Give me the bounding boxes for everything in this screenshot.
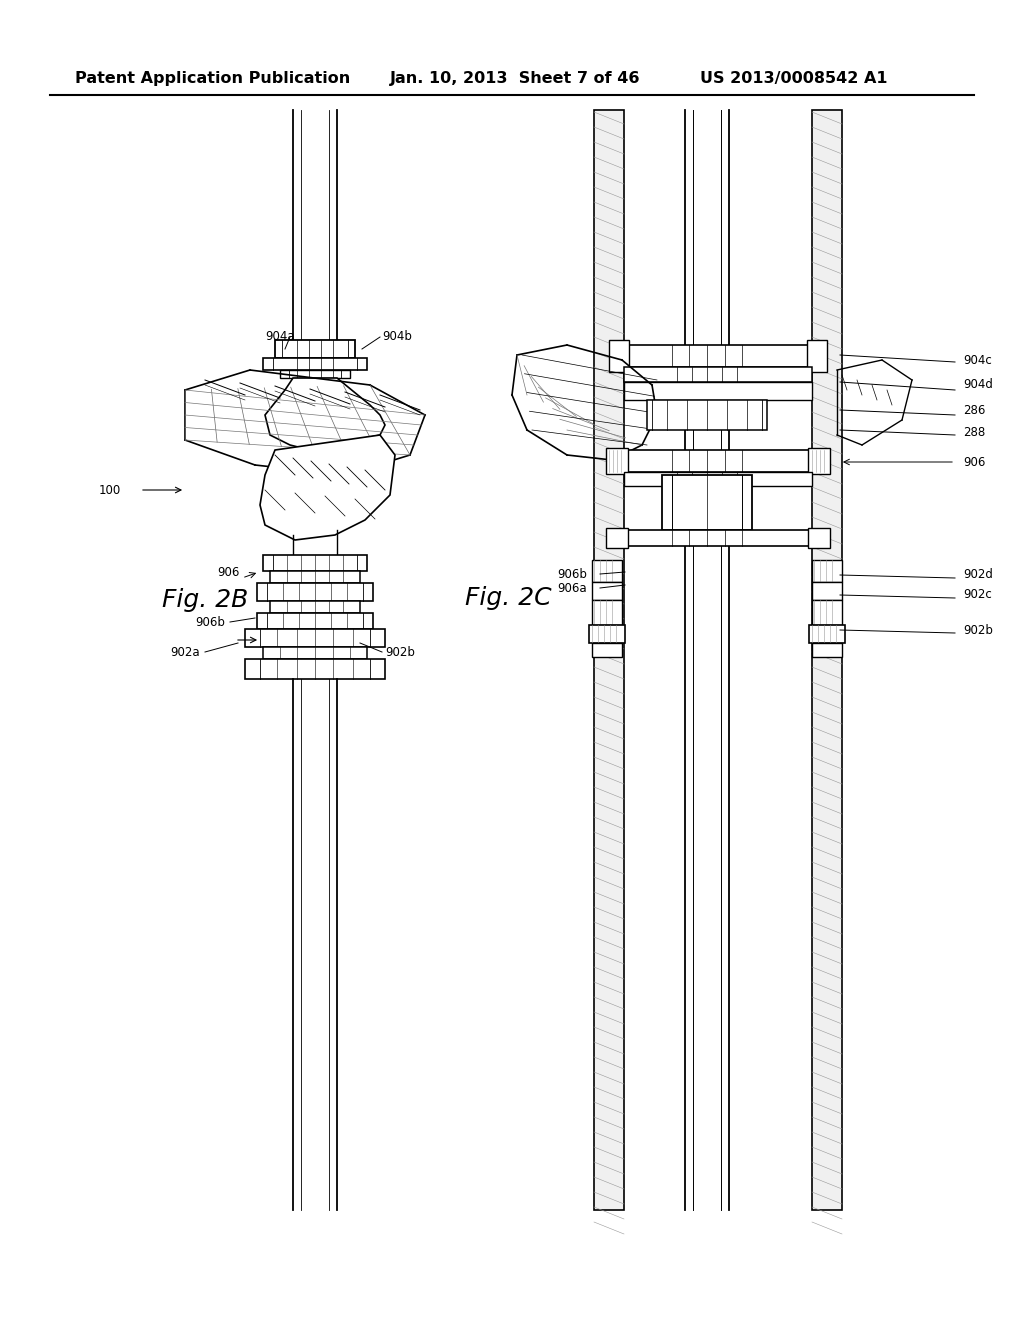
- Text: Jan. 10, 2013  Sheet 7 of 46: Jan. 10, 2013 Sheet 7 of 46: [390, 70, 640, 86]
- Text: 906a: 906a: [557, 582, 587, 594]
- Bar: [662, 475, 752, 531]
- Bar: [624, 473, 812, 486]
- Bar: [807, 341, 827, 372]
- Bar: [812, 582, 842, 601]
- Text: 904b: 904b: [382, 330, 412, 343]
- Bar: [263, 358, 367, 370]
- Bar: [263, 647, 367, 659]
- Bar: [609, 341, 629, 372]
- Bar: [245, 659, 385, 678]
- Bar: [812, 643, 842, 657]
- Text: 902d: 902d: [963, 569, 993, 582]
- Bar: [624, 367, 812, 381]
- Bar: [280, 370, 350, 378]
- Text: 906b: 906b: [557, 568, 587, 581]
- Bar: [808, 447, 830, 474]
- Bar: [275, 341, 355, 358]
- Text: 904c: 904c: [963, 354, 992, 367]
- Polygon shape: [260, 436, 395, 540]
- Bar: [592, 560, 622, 582]
- Bar: [592, 643, 622, 657]
- Bar: [592, 601, 622, 624]
- Bar: [589, 624, 625, 643]
- Text: 904d: 904d: [963, 379, 993, 392]
- Text: 904a: 904a: [265, 330, 295, 343]
- Bar: [245, 630, 385, 647]
- Text: 100: 100: [99, 483, 121, 496]
- Text: 902b: 902b: [385, 645, 415, 659]
- Bar: [809, 624, 845, 643]
- Bar: [624, 531, 812, 546]
- Bar: [808, 528, 830, 548]
- Bar: [606, 447, 628, 474]
- Text: Fig. 2B: Fig. 2B: [162, 587, 248, 612]
- Bar: [812, 560, 842, 582]
- Text: Patent Application Publication: Patent Application Publication: [75, 70, 350, 86]
- Bar: [257, 583, 373, 601]
- Text: Fig. 2C: Fig. 2C: [465, 586, 552, 610]
- Bar: [624, 450, 812, 473]
- Text: 906: 906: [963, 455, 985, 469]
- Bar: [812, 601, 842, 624]
- Bar: [606, 528, 628, 548]
- Bar: [812, 110, 842, 1210]
- Bar: [624, 381, 812, 400]
- Text: 288: 288: [963, 425, 985, 438]
- Bar: [592, 582, 622, 601]
- Text: 286: 286: [963, 404, 985, 417]
- Bar: [263, 554, 367, 572]
- Polygon shape: [265, 378, 385, 450]
- Bar: [594, 110, 624, 1210]
- Text: 902b: 902b: [963, 623, 993, 636]
- Bar: [270, 601, 360, 612]
- Bar: [257, 612, 373, 630]
- Text: US 2013/0008542 A1: US 2013/0008542 A1: [700, 70, 888, 86]
- Bar: [270, 572, 360, 583]
- Text: 906b: 906b: [196, 615, 225, 628]
- Text: 906: 906: [218, 565, 240, 578]
- Text: 902a: 902a: [170, 645, 200, 659]
- Bar: [624, 345, 812, 367]
- Text: 902c: 902c: [963, 589, 992, 602]
- Bar: [647, 400, 767, 430]
